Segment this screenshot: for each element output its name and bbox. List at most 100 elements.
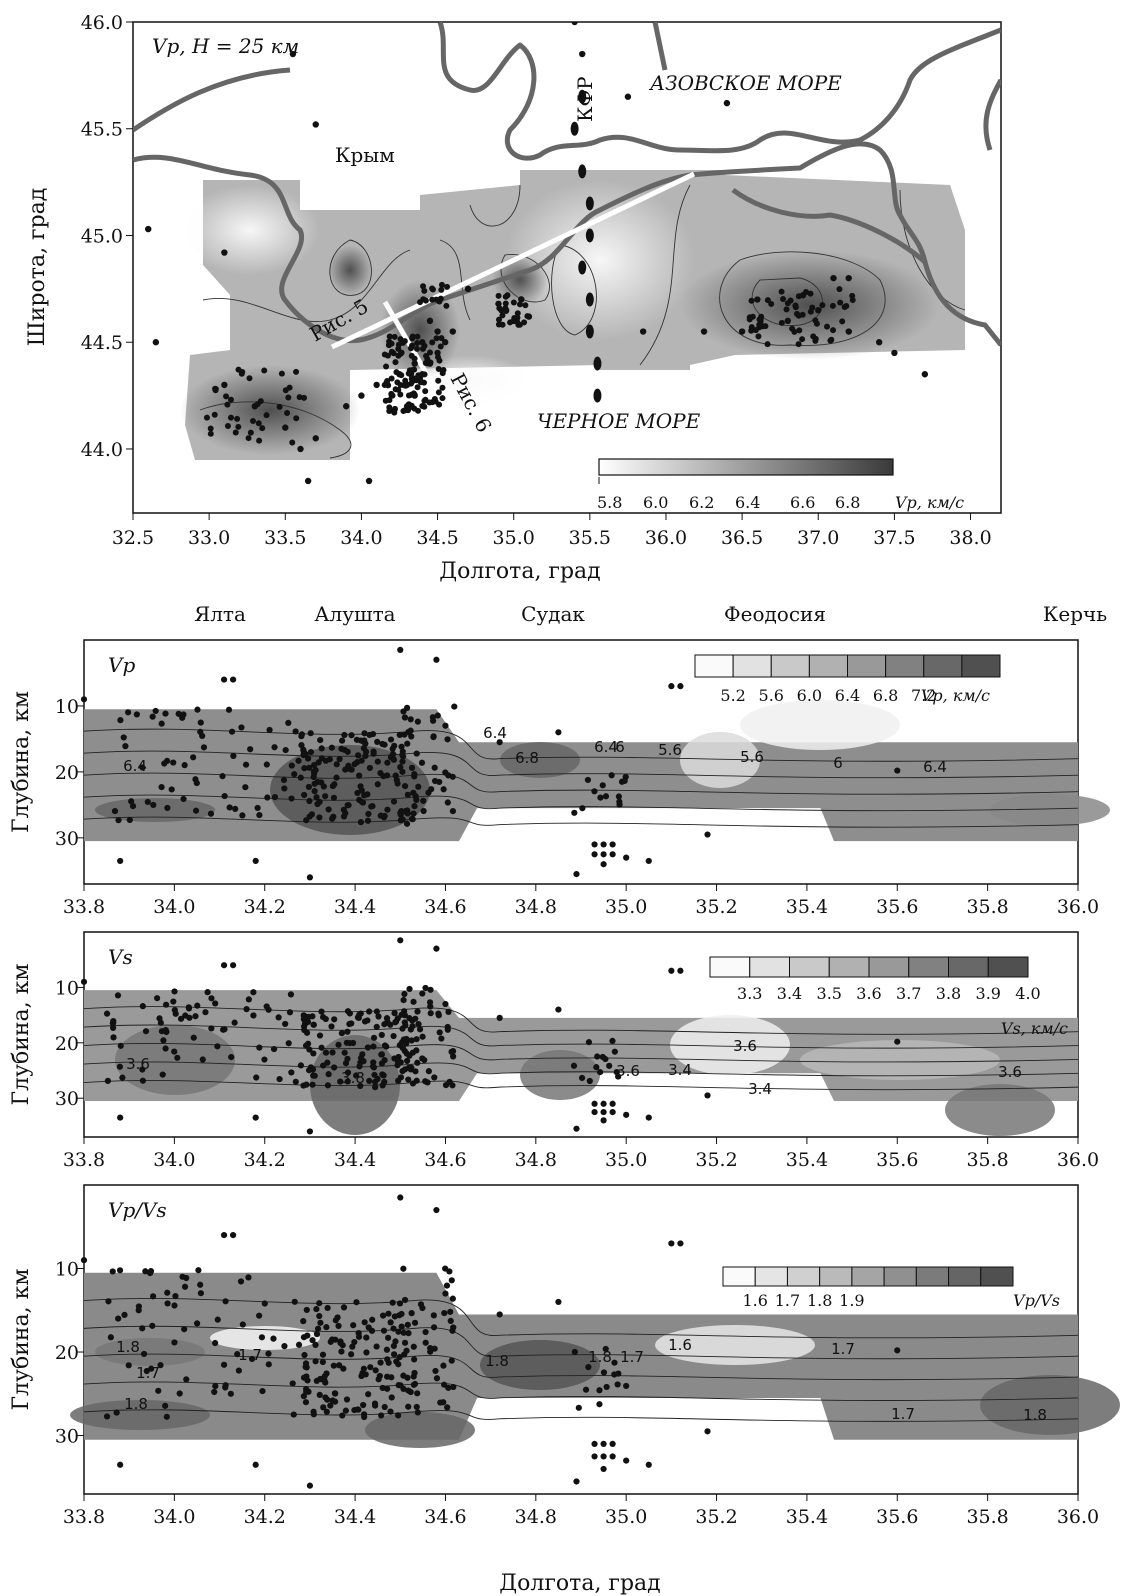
hypocenter-point (174, 1054, 181, 1061)
map-cluster-point (276, 403, 283, 410)
hypocenter-point (573, 1125, 580, 1132)
hypocenter-point (364, 817, 372, 824)
map-cluster-point (516, 301, 523, 308)
hypocenter-point (116, 1063, 123, 1070)
map-cluster-point (263, 412, 270, 419)
hypocenter-point (591, 841, 598, 848)
map-cluster-point (293, 368, 300, 375)
map-cluster-point (778, 319, 785, 326)
hypocenter-point (363, 1334, 370, 1341)
hypocenter-point (399, 1025, 406, 1032)
map-cluster-point (435, 365, 442, 372)
hypocenter-point (309, 1337, 316, 1344)
hypocenter-point (399, 1067, 406, 1075)
hypocenter-point (397, 764, 404, 771)
map-cluster-point (807, 308, 814, 315)
hypocenter-point (596, 1387, 603, 1394)
map-cluster-point (417, 373, 424, 380)
hypocenter-point (405, 1403, 412, 1410)
map-earthquake-point (723, 99, 731, 107)
map-cluster-point (278, 370, 285, 377)
colorbar-cell (868, 956, 910, 978)
hypocenter-point (345, 762, 352, 769)
hypocenter-point (331, 1016, 338, 1023)
hypocenter-point (403, 820, 411, 827)
contour-line (83, 1079, 1079, 1091)
hypocenter-point (333, 761, 340, 768)
hypocenter-point (303, 1081, 310, 1088)
hypocenter-point (609, 1453, 616, 1460)
hypocenter-point (600, 1453, 607, 1460)
colorbar-tick: 1.8 (807, 1291, 832, 1310)
colorbar: 1.6 1.7 1.8 1.9 Vp/Vs (722, 1266, 1060, 1310)
map-cluster-point (749, 313, 756, 320)
hypocenter-point (573, 871, 580, 878)
hypocenter-point (586, 1077, 593, 1085)
hypocenter-point (591, 851, 598, 858)
hypocenter-point (599, 1053, 606, 1061)
hypocenter-point (114, 992, 122, 999)
contour-label: 1.7 (620, 1348, 644, 1366)
hypocenter-point (214, 1316, 221, 1323)
map-earthquake-point (441, 339, 449, 346)
colorbar-cell (923, 654, 963, 678)
hypocenter-point (139, 764, 146, 771)
hypocenter-point (413, 1047, 420, 1054)
hypocenter-point (365, 810, 372, 818)
hypocenter-point (392, 1338, 399, 1345)
hypocenter-point (425, 789, 432, 796)
map-earthquake-point (891, 349, 898, 357)
map-x-tick-label: 33.0 (188, 527, 230, 549)
map-cluster-point (514, 310, 521, 317)
map-cluster-point (758, 323, 765, 330)
hypocenter-point (677, 683, 684, 690)
map-cluster-point (439, 370, 446, 377)
map-earthquake-point (434, 328, 441, 335)
hypocenter-point (401, 783, 409, 790)
hypocenter-point (426, 999, 434, 1006)
map-cluster-point (429, 339, 436, 346)
map-earthquake-point (921, 371, 929, 378)
hypocenter-point (355, 752, 362, 759)
hypocenter-point (139, 1325, 146, 1332)
hypocenter-point (401, 1339, 409, 1346)
hypocenter-point (415, 783, 422, 790)
hypocenter-point (344, 1069, 352, 1076)
hypocenter-point (894, 1347, 901, 1354)
hypocenter-point (197, 1281, 204, 1288)
hypocenter-point (316, 814, 323, 821)
map-x-tick-label: 34.5 (416, 527, 458, 549)
hypocenter-point (894, 1038, 901, 1045)
x-tick-label: 34.2 (244, 1506, 286, 1528)
map-kfr-point (578, 164, 587, 179)
map-cluster-point (780, 296, 787, 303)
hypocenter-point (402, 1036, 409, 1043)
hypocenter-point (413, 750, 420, 757)
colorbar-cell (948, 1266, 982, 1287)
town-labels: Ялта Алушта Судак Феодосия Керчь (194, 602, 1107, 626)
hypocenter-point (430, 733, 437, 741)
hypocenter-point (301, 1026, 308, 1034)
map-cluster-point (443, 302, 450, 309)
velocity-anomaly (980, 1375, 1120, 1435)
hypocenter-point (110, 1019, 117, 1027)
coastlines (133, 22, 1001, 347)
hypocenter-point (396, 731, 403, 739)
hypocenter-point (300, 1334, 308, 1341)
x-tick-label: 34.6 (424, 1149, 466, 1171)
map-x-ticks: 32.5 33.0 33.5 34.0 34.5 35.0 35.5 36.0 36.5 37.0… (112, 513, 992, 549)
hypocenter-point (306, 1482, 314, 1489)
hypocenter-point (420, 807, 427, 815)
hypocenter-point (390, 756, 397, 763)
colorbar-tick: 3.9 (976, 984, 1001, 1003)
map-cluster-point (839, 318, 846, 325)
hypocenter-point (289, 1380, 296, 1387)
hypocenter-point (208, 995, 215, 1002)
hypocenter-point (403, 1057, 411, 1065)
hypocenter-point (411, 1356, 418, 1363)
x-tick-label: 34.4 (334, 1149, 376, 1171)
map-cluster-point (420, 283, 427, 290)
map-y-ticks: 44.0 44.5 45.0 45.5 46.0 (81, 12, 133, 461)
hypocenter-point (411, 1380, 419, 1388)
hypocenter-point (419, 1055, 426, 1062)
